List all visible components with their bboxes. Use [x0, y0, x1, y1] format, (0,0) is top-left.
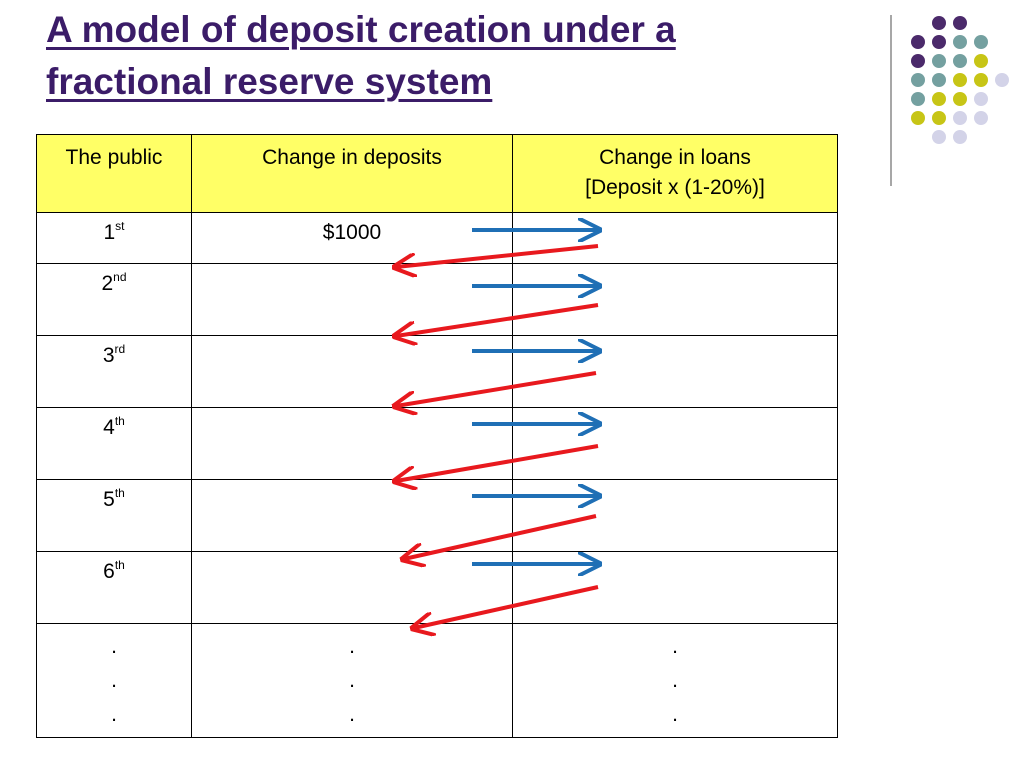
decorative-dot — [932, 73, 946, 87]
table-row: 4th — [36, 407, 838, 480]
table-row: 1st $1000 — [36, 212, 838, 264]
title-line-1: A model of deposit creation under a — [46, 9, 676, 50]
table-row: 6th — [36, 551, 838, 624]
decorative-dot — [953, 54, 967, 68]
ellipsis-cell: ... — [191, 623, 513, 738]
ellipsis-cell: ... — [512, 623, 838, 738]
loan-cell — [512, 263, 838, 336]
table-row-ellipsis: ... ... ... — [36, 623, 838, 738]
decorative-dot — [974, 54, 988, 68]
header-loans-line2: [Deposit x (1-20%)] — [585, 176, 765, 199]
decorative-dot — [974, 111, 988, 125]
decorative-dot — [932, 54, 946, 68]
public-cell: 4th — [36, 407, 192, 480]
loan-cell — [512, 212, 838, 264]
header-deposits: Change in deposits — [191, 134, 513, 213]
red-arrow-5 — [404, 514, 597, 559]
decorative-dot — [953, 92, 967, 106]
decorative-dot — [953, 111, 967, 125]
public-cell: 1st — [36, 212, 192, 264]
table-row: 3rd — [36, 335, 838, 408]
decorative-dot — [974, 73, 988, 87]
deposit-creation-table: The public Change in deposits Change in … — [36, 134, 838, 738]
decorative-dot — [932, 92, 946, 106]
decorative-dot — [911, 111, 925, 125]
decorative-dot — [911, 54, 925, 68]
decorative-dot — [911, 35, 925, 49]
decorative-dot — [974, 35, 988, 49]
red-arrow-4 — [396, 444, 599, 481]
table-header-row: The public Change in deposits Change in … — [36, 134, 838, 213]
decorative-dot — [932, 130, 946, 144]
decorative-divider — [890, 15, 892, 186]
decorative-dot — [911, 73, 925, 87]
decorative-dot — [974, 92, 988, 106]
table-row: 2nd — [36, 263, 838, 336]
decorative-dot — [932, 16, 946, 30]
red-arrow-3 — [396, 371, 597, 406]
decorative-dot — [932, 35, 946, 49]
table-row: 5th — [36, 479, 838, 552]
public-cell: 3rd — [36, 335, 192, 408]
decorative-dot — [911, 92, 925, 106]
public-cell: 5th — [36, 479, 192, 552]
red-arrow-2 — [396, 303, 599, 336]
header-loans-line1: Change in loans — [599, 146, 751, 169]
header-loans: Change in loans [Deposit x (1-20%)] — [512, 134, 838, 213]
header-public: The public — [36, 134, 192, 213]
deposit-cell — [191, 407, 513, 480]
loan-cell — [512, 335, 838, 408]
public-cell: 2nd — [36, 263, 192, 336]
red-arrow-6 — [414, 585, 599, 628]
decorative-dot — [953, 35, 967, 49]
red-arrow-1 — [396, 244, 599, 267]
title-line-2: fractional reserve system — [46, 61, 493, 102]
decorative-dot — [953, 73, 967, 87]
decorative-dot — [932, 111, 946, 125]
slide-title: A model of deposit creation under a frac… — [46, 4, 846, 108]
decorative-dot — [995, 73, 1009, 87]
decorative-dot — [953, 130, 967, 144]
decorative-dot — [953, 16, 967, 30]
loan-cell — [512, 479, 838, 552]
deposit-cell: $1000 — [191, 212, 513, 264]
ellipsis-cell: ... — [36, 623, 192, 738]
loan-cell — [512, 407, 838, 480]
